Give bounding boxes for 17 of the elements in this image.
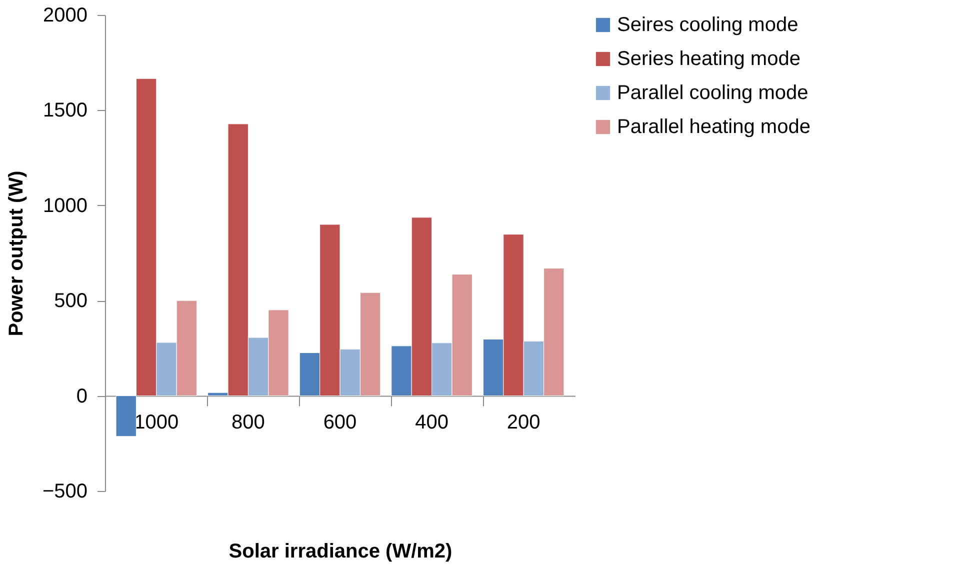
x-tick-label: 200	[506, 411, 540, 434]
y-tick-label: 1000	[43, 194, 88, 217]
x-tick-label: 400	[415, 411, 448, 434]
y-tick-label: 1500	[43, 100, 88, 122]
y-tick-label: 0	[76, 385, 88, 408]
legend-label: Parallel cooling mode	[617, 82, 808, 104]
y-tick-label: −500	[42, 480, 88, 502]
x-axis-title: Solar irradiance (W/m2)	[228, 540, 452, 562]
y-axis-title: Power output (W)	[5, 170, 28, 336]
y-tick-label: 2000	[43, 4, 88, 26]
x-tick-label: 800	[232, 411, 265, 434]
x-tick-label: 600	[323, 411, 357, 434]
y-tick-label: 500	[54, 290, 88, 312]
x-tick-label: 1000	[134, 411, 179, 434]
legend-label: Series heating mode	[617, 48, 800, 70]
legend-label: Parallel heating mode	[617, 116, 810, 138]
legend-label: Seires cooling mode	[617, 14, 798, 36]
